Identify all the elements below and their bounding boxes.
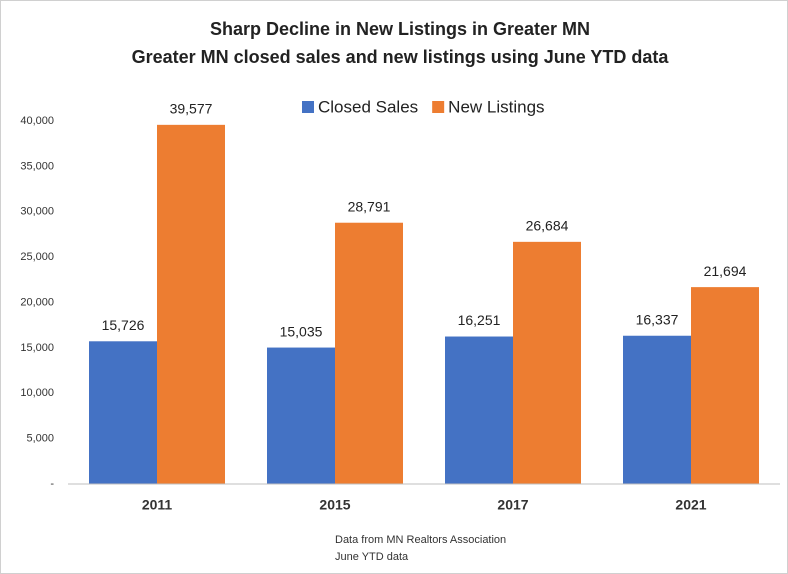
legend-swatch [432, 101, 445, 113]
chart-title: Sharp Decline in New Listings in Greater… [210, 19, 590, 39]
y-tick-label: - [50, 478, 54, 490]
bar [89, 341, 157, 484]
value-label: 16,251 [458, 312, 501, 328]
note: Data from MN Realtors Association [335, 534, 506, 546]
bar [623, 335, 691, 484]
value-label: 21,694 [704, 263, 747, 279]
value-label: 16,337 [636, 311, 679, 327]
value-label: 26,684 [526, 218, 569, 234]
y-tick-label: 25,000 [20, 251, 54, 263]
chart-subtitle: Greater MN closed sales and new listings… [132, 47, 670, 67]
x-tick-label: 2017 [497, 497, 528, 513]
bar [335, 222, 403, 484]
bar [267, 347, 335, 484]
note: June YTD data [335, 551, 409, 563]
x-tick-label: 2011 [142, 497, 173, 513]
value-label: 28,791 [348, 198, 391, 214]
x-tick-label: 2015 [319, 497, 350, 513]
value-label: 15,035 [280, 323, 323, 339]
bar [691, 287, 759, 484]
bar [157, 124, 225, 485]
y-tick-label: 30,000 [20, 206, 54, 218]
y-tick-label: 40,000 [20, 115, 54, 127]
y-tick-label: 20,000 [20, 296, 54, 308]
legend-label: New Listings [448, 97, 544, 116]
y-tick-label: 5,000 [26, 433, 54, 445]
bar [513, 241, 581, 484]
y-tick-label: 10,000 [20, 387, 54, 399]
legend-swatch [302, 101, 314, 113]
y-tick-label: 35,000 [20, 160, 54, 172]
x-tick-label: 2021 [675, 497, 706, 513]
legend-label: Closed Sales [318, 97, 418, 116]
y-tick-label: 15,000 [20, 342, 54, 354]
value-label: 39,577 [170, 101, 213, 117]
bar [445, 336, 513, 484]
value-label: 15,726 [102, 317, 145, 333]
